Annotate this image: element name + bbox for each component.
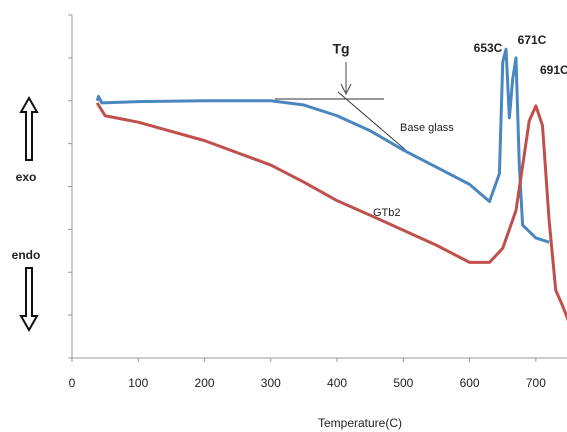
x-tick-label: 700 xyxy=(526,376,546,390)
series-line xyxy=(95,47,550,244)
exo-arrow xyxy=(19,95,39,161)
series-label: Base glass xyxy=(400,122,454,134)
x-tick-label: 500 xyxy=(393,376,413,390)
x-tick-label: 600 xyxy=(460,376,480,390)
x-tick-label: 100 xyxy=(128,376,148,390)
tg-arrow xyxy=(340,62,352,96)
tg-label: Tg xyxy=(332,41,349,57)
x-axis-label: Temperature(C) xyxy=(318,416,402,430)
x-tick-label: 200 xyxy=(195,376,215,390)
endo-label: endo xyxy=(12,248,41,262)
series-line xyxy=(95,102,567,322)
endo-arrow xyxy=(19,267,39,333)
x-tick-label: 300 xyxy=(261,376,281,390)
x-tick-label: 0 xyxy=(69,376,76,390)
series-label: GTb2 xyxy=(373,207,401,219)
peak-label: 671C xyxy=(518,33,547,47)
peak-label: 653C xyxy=(474,41,503,55)
exo-label: exo xyxy=(16,170,37,184)
tangent-line xyxy=(337,91,409,153)
x-tick-label: 400 xyxy=(327,376,347,390)
peak-label: 691C xyxy=(540,63,567,77)
